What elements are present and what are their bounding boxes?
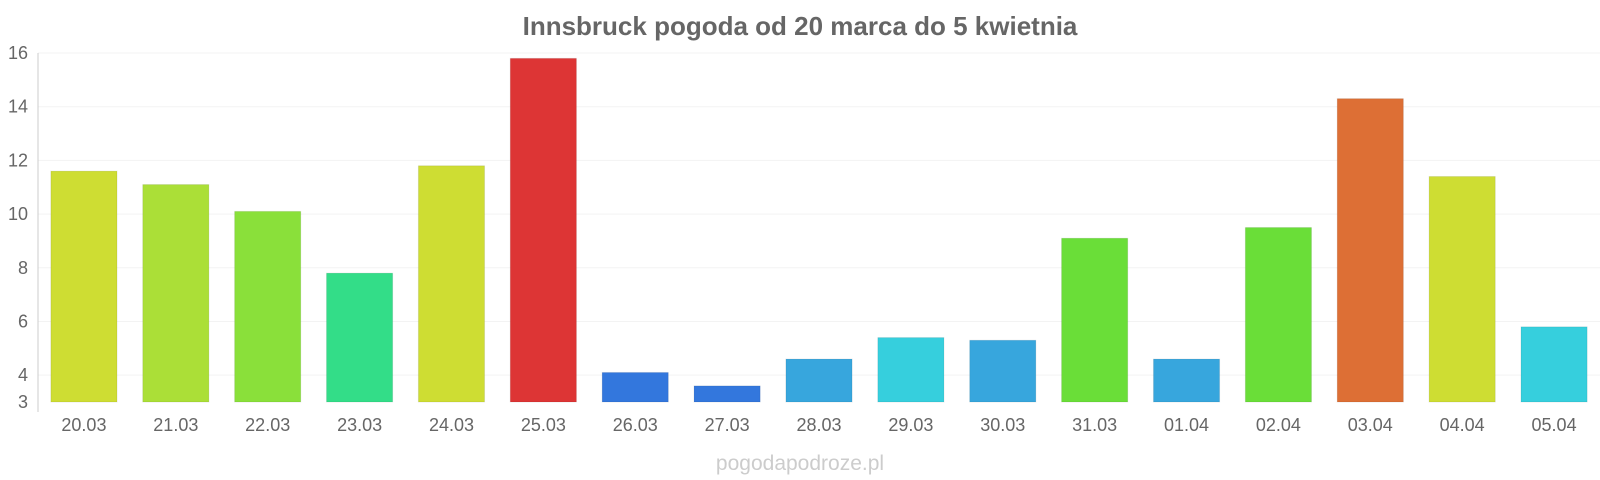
- y-tick-label: 3: [18, 392, 28, 412]
- x-tick-label: 02.04: [1256, 415, 1301, 435]
- bar-21.03: [142, 184, 210, 403]
- bar-25.03: [509, 57, 577, 403]
- y-tick-label: 10: [8, 204, 28, 224]
- y-tick-label: 14: [8, 97, 28, 117]
- bar-01.04: [1152, 358, 1221, 403]
- bar-27.03: [693, 385, 761, 403]
- y-tick-label: 16: [8, 43, 28, 63]
- bar-29.03: [877, 337, 945, 403]
- bar-23.03: [326, 272, 394, 403]
- x-tick-label: 25.03: [521, 415, 566, 435]
- y-tick-label: 12: [8, 150, 28, 170]
- x-tick-label: 03.04: [1348, 415, 1393, 435]
- y-tick-label: 6: [18, 311, 28, 331]
- bar-02.04: [1244, 227, 1312, 403]
- bar-20.03: [50, 170, 118, 403]
- chart-title: Innsbruck pogoda od 20 marca do 5 kwietn…: [523, 11, 1078, 41]
- y-tick-label: 8: [18, 258, 28, 278]
- bars: [50, 57, 1588, 403]
- x-tick-label: 31.03: [1072, 415, 1117, 435]
- x-tick-label: 28.03: [796, 415, 841, 435]
- bar-22.03: [234, 210, 302, 403]
- bar-24.03: [417, 165, 486, 403]
- bar-03.04: [1336, 98, 1404, 403]
- x-tick-label: 05.04: [1532, 415, 1577, 435]
- x-tick-label: 27.03: [705, 415, 750, 435]
- bar-31.03: [1061, 237, 1129, 403]
- x-tick-label: 20.03: [61, 415, 106, 435]
- x-tick-labels: 20.03 21.03 22.03 23.03 24.03 25.03 26.03 27.03…: [61, 415, 1576, 435]
- y-tick-label: 4: [18, 365, 28, 385]
- x-tick-label: 24.03: [429, 415, 474, 435]
- x-tick-label: 21.03: [153, 415, 198, 435]
- x-tick-label: 01.04: [1164, 415, 1209, 435]
- bar-26.03: [601, 371, 669, 403]
- watermark: pogodapodroze.pl: [716, 452, 884, 475]
- bar-28.03: [785, 358, 853, 403]
- x-tick-label: 04.04: [1440, 415, 1485, 435]
- y-tick-labels: 3 4 6 8 10 12 14 16: [8, 43, 28, 412]
- x-tick-label: 29.03: [888, 415, 933, 435]
- bar-30.03: [969, 339, 1037, 403]
- bar-04.04: [1428, 175, 1496, 403]
- x-tick-label: 23.03: [337, 415, 382, 435]
- bar-05.04: [1520, 326, 1588, 403]
- x-tick-label: 30.03: [980, 415, 1025, 435]
- x-tick-label: 22.03: [245, 415, 290, 435]
- x-tick-label: 26.03: [613, 415, 658, 435]
